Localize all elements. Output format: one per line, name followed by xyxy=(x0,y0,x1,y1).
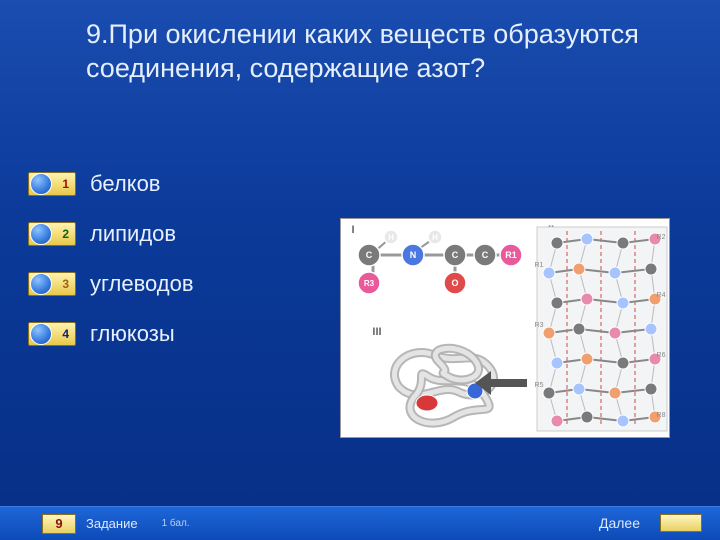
next-button[interactable] xyxy=(660,514,702,532)
svg-text:C: C xyxy=(482,250,489,260)
answer-3: 3 углеводов xyxy=(28,270,194,298)
next-button-label[interactable]: Далее xyxy=(589,512,650,534)
svg-text:H: H xyxy=(388,233,394,242)
radio-circle-icon xyxy=(30,223,52,245)
radio-circle-icon xyxy=(30,323,52,345)
answer-2: 2 липидов xyxy=(28,220,194,248)
radio-num-4: 4 xyxy=(62,327,69,341)
radio-4[interactable]: 4 xyxy=(28,322,76,346)
points-label: 1 бал. xyxy=(162,518,190,529)
answer-1: 1 белков xyxy=(28,170,194,198)
svg-text:R4: R4 xyxy=(657,292,666,299)
answers-list: 1 белков 2 липидов 3 углеводов 4 глюкозы xyxy=(28,170,194,370)
question-text: 9.При окислении каких веществ образуются… xyxy=(86,18,646,86)
radio-circle-icon xyxy=(30,173,52,195)
svg-text:R1: R1 xyxy=(505,250,517,260)
svg-text:III: III xyxy=(372,326,381,338)
answer-4: 4 глюкозы xyxy=(28,320,194,348)
svg-text:N: N xyxy=(410,250,417,260)
svg-text:R6: R6 xyxy=(657,352,666,359)
svg-text:R8: R8 xyxy=(657,412,666,419)
svg-text:R3: R3 xyxy=(364,279,375,288)
footer-bar: 9 Задание 1 бал. Далее xyxy=(0,506,720,540)
diagram-svg: IIIIIICHNHCOCR1R3R2R4R6R8R1R3R5 xyxy=(341,219,671,439)
svg-text:H: H xyxy=(432,233,438,242)
svg-text:C: C xyxy=(366,250,373,260)
svg-text:R1: R1 xyxy=(535,262,544,269)
radio-num-3: 3 xyxy=(62,277,69,291)
svg-text:R5: R5 xyxy=(535,382,544,389)
radio-num-2: 2 xyxy=(62,227,69,241)
answer-label-2: липидов xyxy=(90,221,176,247)
radio-2[interactable]: 2 xyxy=(28,222,76,246)
task-label: Задание xyxy=(86,516,138,531)
svg-text:O: O xyxy=(451,278,458,288)
radio-num-1: 1 xyxy=(62,177,69,191)
question-number-box: 9 xyxy=(42,514,76,534)
svg-text:I: I xyxy=(351,224,354,236)
svg-text:R2: R2 xyxy=(657,234,666,241)
svg-text:R3: R3 xyxy=(535,322,544,329)
answer-label-3: углеводов xyxy=(90,271,194,297)
answer-label-1: белков xyxy=(90,171,161,197)
answer-label-4: глюкозы xyxy=(90,321,175,347)
radio-1[interactable]: 1 xyxy=(28,172,76,196)
svg-text:C: C xyxy=(452,250,459,260)
illustration: IIIIIICHNHCOCR1R3R2R4R6R8R1R3R5 xyxy=(340,218,670,438)
radio-3[interactable]: 3 xyxy=(28,272,76,296)
radio-circle-icon xyxy=(30,273,52,295)
